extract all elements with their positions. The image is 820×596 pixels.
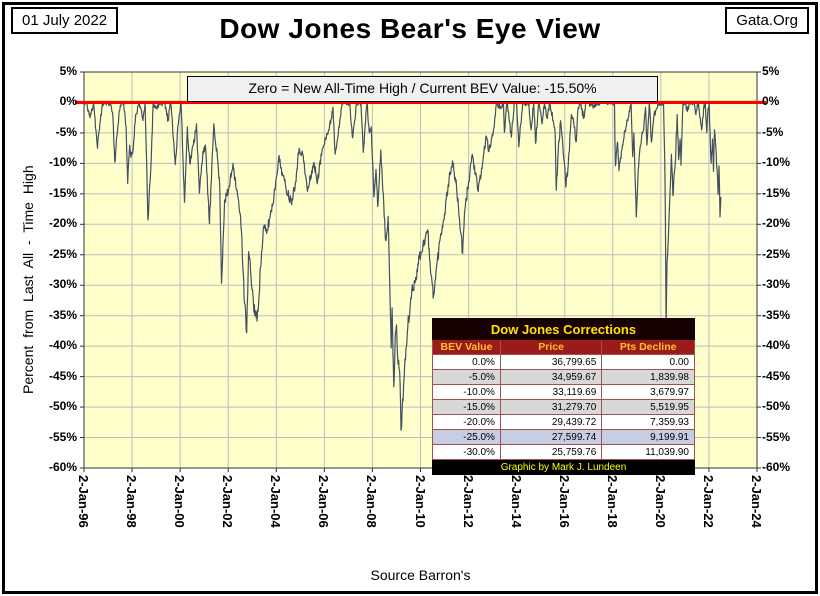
x-axis-tick-label: 2-Jan-08 xyxy=(364,475,380,528)
y-axis-tick-label-left: -40% xyxy=(48,338,77,353)
x-axis-tick-label: 2-Jan-04 xyxy=(268,475,284,528)
y-axis-tick-label-right: -35% xyxy=(762,307,791,322)
y-axis-tick-label-right: -50% xyxy=(762,399,791,414)
y-axis-tick-label-right: -5% xyxy=(762,124,784,139)
bev-value-cell: -25.0% xyxy=(432,429,501,445)
table-row: 0.0% 36,799.65 0.00 xyxy=(432,354,695,370)
bev-value-cell: -5.0% xyxy=(432,369,501,385)
bev-value-cell: 0.0% xyxy=(432,354,501,370)
bev-value-cell: -20.0% xyxy=(432,414,501,430)
pts-decline-cell: 9,199.91 xyxy=(601,429,695,445)
corrections-table: Dow Jones Corrections BEV Value Price Pt… xyxy=(432,318,695,475)
x-axis-tick-label: 2-Jan-24 xyxy=(749,475,764,528)
column-header-bev: BEV Value xyxy=(432,339,501,355)
y-axis-tick-label-left: -60% xyxy=(48,460,77,474)
y-axis-tick-label-right: -55% xyxy=(762,429,791,444)
pts-decline-cell: 3,679.97 xyxy=(601,384,695,400)
y-axis-tick-label-left: -45% xyxy=(48,368,77,383)
source-caption: Source Barron's xyxy=(370,567,471,583)
bev-value-cell: -10.0% xyxy=(432,384,501,400)
y-axis-tick-label-right: 0% xyxy=(762,94,780,109)
pts-decline-cell: 11,039.90 xyxy=(601,444,695,460)
zero-line-annotation: Zero = New All-Time High / Current BEV V… xyxy=(187,76,658,102)
y-axis-tick-label-right: 5% xyxy=(762,64,780,78)
x-axis-tick-label: 2-Jan-02 xyxy=(220,475,236,528)
x-axis-tick-label: 2-Jan-06 xyxy=(316,475,332,528)
y-axis-tick-label-right: -10% xyxy=(762,155,791,170)
y-axis-tick-label-left: -55% xyxy=(48,429,77,444)
price-cell: 25,759.76 xyxy=(499,444,603,460)
bev-value-cell: -15.0% xyxy=(432,399,501,415)
table-row: -20.0% 29,439.72 7,359.93 xyxy=(432,414,695,430)
x-axis-tick-label: 2-Jan-18 xyxy=(604,475,620,528)
bev-series-line xyxy=(83,101,722,431)
y-axis-tick-label-left: -50% xyxy=(48,399,77,414)
price-cell: 36,799.65 xyxy=(499,354,603,370)
date-box: 01 July 2022 xyxy=(11,7,119,34)
table-title: Dow Jones Corrections xyxy=(432,318,695,340)
y-axis-tick-label-right: -25% xyxy=(762,246,791,261)
x-axis-tick-label: 2-Jan-00 xyxy=(172,475,188,528)
table-row: -5.0% 34,959.67 1,839.98 xyxy=(432,369,695,385)
y-axis-tick-label-left: -35% xyxy=(48,307,77,322)
x-axis-tick-label: 2-Jan-98 xyxy=(124,475,140,528)
price-cell: 27,599.74 xyxy=(499,429,603,445)
y-axis-tick-label-left: 0% xyxy=(59,94,77,109)
x-axis-tick-label: 2-Jan-14 xyxy=(508,475,524,528)
table-row: -10.0% 33,119.69 3,679.97 xyxy=(432,384,695,400)
table-footer: Graphic by Mark J. Lundeen xyxy=(432,459,695,475)
bev-value-cell: -30.0% xyxy=(432,444,501,460)
table-title-row: Dow Jones Corrections xyxy=(432,318,695,340)
x-axis-tick-label: 2-Jan-20 xyxy=(652,475,668,528)
x-axis-tick-label: 2-Jan-16 xyxy=(556,475,572,528)
x-axis-tick-label: 2-Jan-10 xyxy=(412,475,428,528)
table-header-row: BEV Value Price Pts Decline xyxy=(432,339,695,355)
price-cell: 29,439.72 xyxy=(499,414,603,430)
price-cell: 33,119.69 xyxy=(499,384,603,400)
chart-title: Dow Jones Bear's Eye View xyxy=(219,13,601,44)
site-box: Gata.Org xyxy=(725,7,809,34)
y-axis-tick-label-left: -5% xyxy=(55,124,77,139)
y-axis-tick-label-right: -40% xyxy=(762,338,791,353)
pts-decline-cell: 0.00 xyxy=(601,354,695,370)
y-axis-tick-label-left: -20% xyxy=(48,216,77,231)
column-header-pts: Pts Decline xyxy=(601,339,695,355)
table-row: -15.0% 31,279.70 5,519.95 xyxy=(432,399,695,415)
y-axis-tick-label-right: -20% xyxy=(762,216,791,231)
y-axis-tick-label-left: 5% xyxy=(59,64,77,78)
y-axis-tick-label-left: -10% xyxy=(48,155,77,170)
pts-decline-cell: 5,519.95 xyxy=(601,399,695,415)
y-axis-tick-label-left: -25% xyxy=(48,246,77,261)
x-axis-tick-label: 2-Jan-22 xyxy=(700,475,716,528)
y-axis-tick-label-right: -45% xyxy=(762,368,791,383)
price-cell: 34,959.67 xyxy=(499,369,603,385)
table-row: -25.0% 27,599.74 9,199.91 xyxy=(432,429,695,445)
x-axis-tick-label: 2-Jan-96 xyxy=(76,475,91,528)
y-axis-tick-label-left: -30% xyxy=(48,277,77,292)
price-cell: 31,279.70 xyxy=(499,399,603,415)
table-footer-row: Graphic by Mark J. Lundeen xyxy=(432,459,695,475)
pts-decline-cell: 7,359.93 xyxy=(601,414,695,430)
y-axis-tick-label-right: -60% xyxy=(762,460,791,474)
table-row: -30.0% 25,759.76 11,039.90 xyxy=(432,444,695,460)
y-axis-tick-label-right: -15% xyxy=(762,185,791,200)
x-axis-tick-label: 2-Jan-12 xyxy=(460,475,476,528)
column-header-price: Price xyxy=(499,339,603,355)
y-axis-tick-label-right: -30% xyxy=(762,277,791,292)
pts-decline-cell: 1,839.98 xyxy=(601,369,695,385)
y-axis-tick-label-left: -15% xyxy=(48,185,77,200)
